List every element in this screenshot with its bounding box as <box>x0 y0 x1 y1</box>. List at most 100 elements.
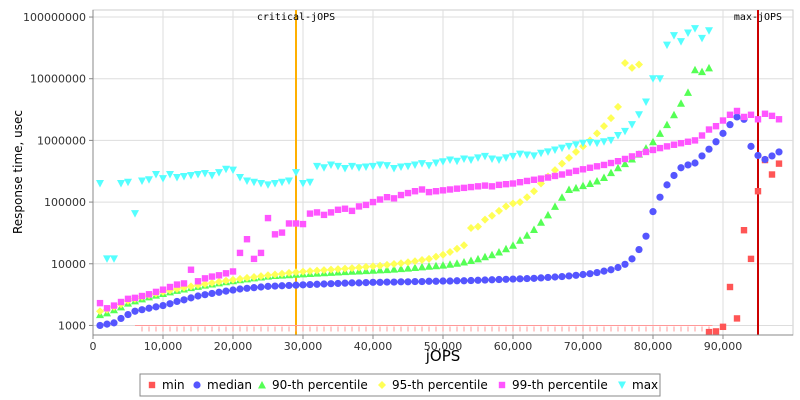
data-point <box>383 278 391 286</box>
data-point <box>390 195 398 202</box>
data-point <box>187 266 195 273</box>
data-point <box>432 261 440 270</box>
data-point <box>544 174 552 181</box>
data-point <box>467 183 475 191</box>
data-point <box>544 273 552 282</box>
data-point <box>467 276 475 285</box>
data-point <box>334 206 342 213</box>
data-point <box>334 162 342 171</box>
data-point <box>614 157 622 165</box>
data-point <box>579 166 587 173</box>
data-point <box>369 198 377 206</box>
data-point <box>222 270 230 277</box>
data-point <box>488 183 496 190</box>
legend-swatch <box>148 381 156 389</box>
data-point <box>390 165 398 173</box>
legend-box <box>139 373 661 397</box>
y-tick-label: 10000000 <box>30 73 86 86</box>
data-point <box>670 32 678 40</box>
data-point <box>628 153 636 160</box>
data-point <box>397 191 405 199</box>
data-point <box>551 202 559 210</box>
data-point <box>292 220 300 227</box>
data-point <box>684 88 692 96</box>
data-point <box>446 277 454 285</box>
data-point <box>271 231 279 238</box>
data-point <box>285 177 293 185</box>
data-point <box>691 65 699 74</box>
data-point <box>621 58 629 67</box>
data-point <box>411 263 419 271</box>
data-point <box>397 259 405 268</box>
data-point <box>453 185 461 192</box>
data-point <box>726 121 734 129</box>
data-point <box>656 75 664 83</box>
data-point <box>481 182 489 189</box>
data-point <box>467 156 475 165</box>
data-point <box>761 110 769 117</box>
data-point <box>656 129 664 137</box>
data-point <box>649 146 657 154</box>
data-point <box>446 156 454 165</box>
data-point <box>194 278 202 285</box>
data-point <box>341 165 349 173</box>
data-point <box>516 236 524 244</box>
data-point <box>145 176 153 184</box>
data-point <box>698 67 706 76</box>
data-point <box>187 282 195 291</box>
data-point <box>530 274 538 282</box>
data-point <box>495 181 503 189</box>
data-point <box>488 276 496 284</box>
legend-label: 95-th percentile <box>392 378 488 392</box>
data-point <box>558 193 566 201</box>
data-point <box>516 275 524 283</box>
data-point <box>537 149 545 158</box>
data-point <box>341 279 349 287</box>
data-point <box>621 155 629 163</box>
x-tick-label: 30,000 <box>284 340 323 353</box>
data-point <box>628 121 636 129</box>
data-point <box>250 178 258 187</box>
data-point <box>96 307 104 316</box>
data-point <box>453 157 461 166</box>
data-point <box>432 277 440 285</box>
data-point <box>432 252 440 261</box>
data-point <box>481 252 489 261</box>
data-point <box>376 196 384 203</box>
series-99-th-percentile <box>96 107 783 312</box>
data-point <box>593 139 601 148</box>
series-95-th-percentile <box>96 58 643 316</box>
data-point <box>572 141 580 149</box>
data-point <box>698 132 706 139</box>
data-point <box>607 159 615 167</box>
data-point <box>705 328 713 336</box>
data-point <box>474 254 482 263</box>
data-point <box>649 75 657 83</box>
data-point <box>509 199 517 208</box>
data-point <box>369 278 377 286</box>
data-point <box>229 286 237 294</box>
data-point <box>733 107 741 115</box>
data-point <box>523 231 531 239</box>
data-point <box>460 241 468 250</box>
legend-swatch <box>258 381 266 389</box>
data-point <box>131 307 139 315</box>
data-point <box>208 289 216 298</box>
data-point <box>292 169 300 177</box>
data-point <box>383 265 391 274</box>
data-point <box>502 180 510 188</box>
data-point <box>285 268 293 277</box>
data-point <box>593 163 601 170</box>
data-point <box>117 314 125 323</box>
data-point <box>229 268 237 275</box>
data-point <box>299 220 307 228</box>
data-point <box>138 177 146 185</box>
data-point <box>243 273 251 282</box>
legend-label: 90-th percentile <box>272 378 368 392</box>
data-point <box>355 164 363 172</box>
data-point <box>124 310 132 319</box>
data-point <box>502 202 510 211</box>
data-point <box>607 136 615 145</box>
data-point <box>152 288 160 296</box>
data-point <box>159 175 167 183</box>
